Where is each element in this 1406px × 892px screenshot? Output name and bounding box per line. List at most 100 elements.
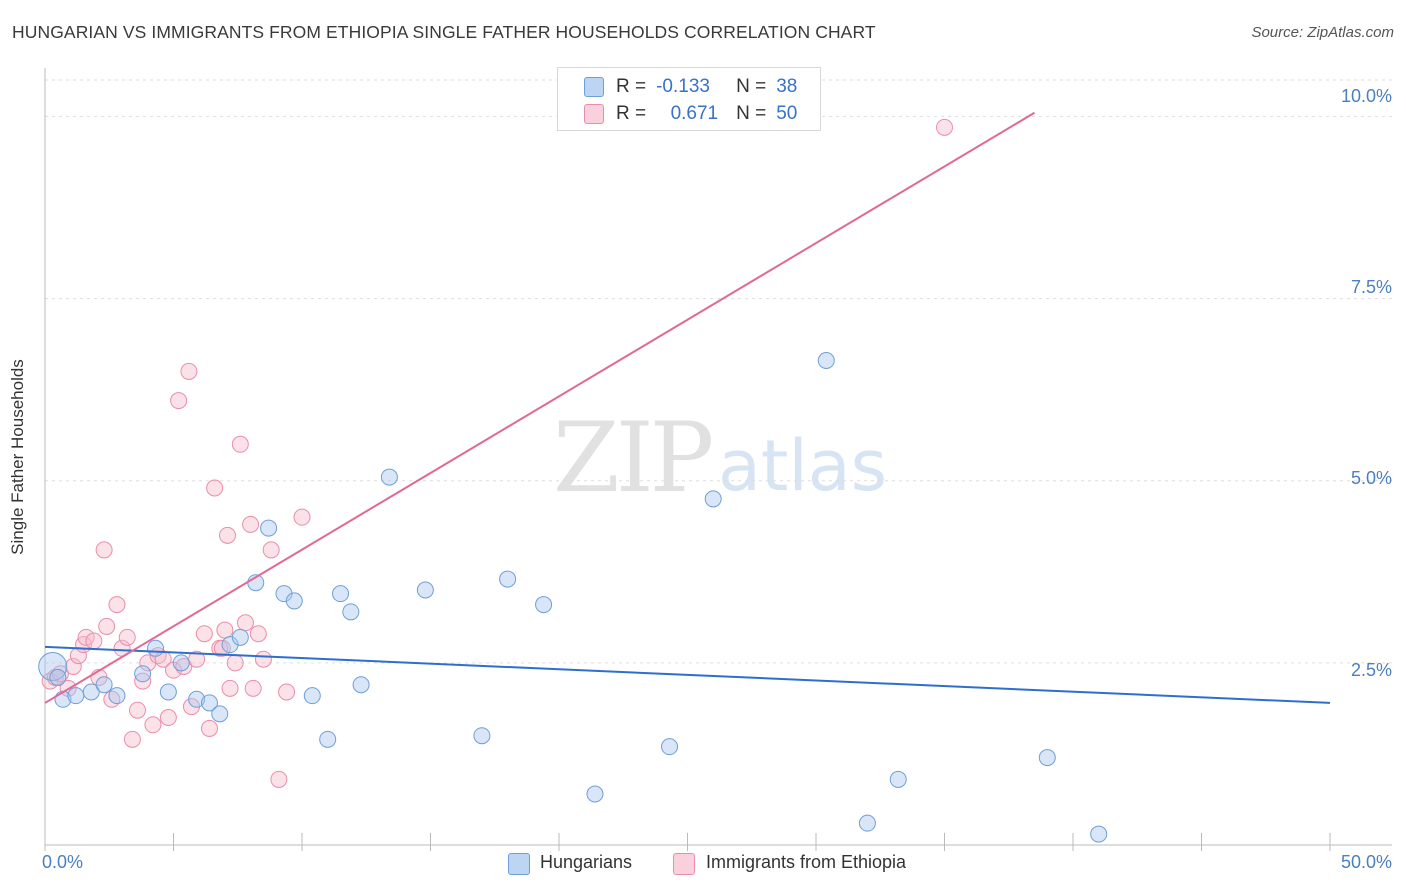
legend-row-hungarians: R = -0.133 N = 38: [584, 76, 798, 98]
hungarian-point: [38, 652, 68, 681]
bottom-legend-hungarians: Hungarians: [540, 852, 633, 872]
ethiopia-point: [129, 701, 147, 719]
ethiopia-point: [216, 621, 234, 639]
legend-row-ethiopia: R = 0.671 N = 50: [584, 103, 798, 125]
legend-n-label: N =: [736, 76, 767, 97]
hungarian-point: [319, 730, 337, 748]
ethiopia-point: [200, 719, 218, 737]
ethiopia-point: [95, 541, 113, 559]
ethiopia-point: [170, 392, 188, 410]
hungarian-point: [499, 570, 517, 588]
watermark-atlas: atlas: [718, 425, 888, 507]
hungarian-point: [416, 581, 434, 599]
x-tick-label: 0.0%: [42, 852, 84, 872]
ethiopia-point: [221, 679, 239, 697]
hungarian-point: [260, 519, 278, 537]
y-tick-label: 7.5%: [1350, 277, 1392, 297]
ethiopia-point: [244, 679, 262, 697]
hungarian-point: [473, 727, 491, 745]
bottom-legend-swatch-hungarians: [508, 853, 530, 875]
legend: R = -0.133 N = 38 R = 0.671 N = 50: [557, 67, 821, 131]
ethiopia-point: [159, 709, 177, 726]
y-tick-label: 10.0%: [1340, 86, 1392, 106]
hungarian-point: [535, 596, 553, 614]
legend-swatch-hungarians: [584, 77, 604, 97]
hungarian-point: [231, 628, 249, 646]
hungarian-point: [380, 468, 398, 486]
bottom-legend-swatch-ethiopia: [673, 853, 695, 875]
legend-r-value: 0.671: [670, 103, 719, 124]
hungarian-point: [49, 668, 67, 686]
ethiopia-point: [218, 526, 236, 544]
trend-lines: [44, 111, 1331, 704]
ethiopia-point: [293, 508, 311, 526]
ethiopia-point: [123, 730, 141, 748]
legend-r-value: -0.133: [656, 76, 710, 97]
legend-n-label: N =: [736, 103, 767, 124]
bottom-legend-ethiopia: Immigrants from Ethiopia: [706, 852, 907, 872]
hungarian-point: [82, 683, 100, 701]
legend-swatch-ethiopia: [584, 104, 604, 124]
legend-r-label: R =: [616, 76, 647, 97]
hungarian-point: [159, 683, 177, 701]
ethiopia-point: [226, 654, 244, 672]
ethiopia-point: [206, 479, 224, 497]
ethiopia-point: [254, 650, 272, 668]
legend-n-value: 50: [776, 103, 798, 124]
hungarian-point: [285, 592, 303, 610]
hungarian-point: [342, 603, 360, 621]
ethiopia-points: [41, 118, 953, 788]
axes: [44, 68, 1392, 851]
hungarian-point: [172, 654, 190, 672]
hungarian-point: [704, 490, 722, 508]
legend-r-label: R =: [616, 103, 647, 124]
ethiopia-point: [242, 515, 260, 533]
ethiopia-point: [118, 628, 136, 646]
ethiopia-point: [195, 625, 213, 643]
hungarian-point: [95, 676, 113, 694]
watermark-zip: ZIP: [553, 402, 714, 514]
hungarian-point: [661, 738, 679, 756]
hungarian-point: [817, 352, 835, 369]
ethiopia-point: [249, 625, 267, 643]
hungarian-point: [200, 694, 218, 712]
hungarian-point: [67, 687, 85, 705]
hungarian-point: [1090, 825, 1108, 843]
y-tick-label: 2.5%: [1350, 660, 1392, 680]
hungarian-point: [211, 705, 229, 723]
ethiopia-point: [236, 614, 254, 632]
ethiopia-point: [134, 672, 152, 690]
hungarian-point: [352, 676, 370, 694]
y-tick-label: 5.0%: [1350, 468, 1392, 488]
ethiopia-point: [108, 596, 126, 614]
source-label: Source: ZipAtlas.com: [1251, 24, 1394, 41]
ethiopia-point: [278, 683, 296, 701]
hungarian-point: [108, 687, 126, 705]
hungarian-point: [134, 665, 152, 683]
hungarian-point: [188, 690, 206, 708]
hungarian-point: [303, 687, 321, 705]
ethiopia-point: [85, 632, 103, 650]
grid-lines: [45, 79, 1392, 664]
hungarian-point: [1038, 749, 1056, 767]
ethiopia-trend-line: [44, 111, 1035, 704]
ethiopia-point: [64, 658, 82, 675]
ethiopia-point: [180, 362, 198, 380]
ethiopia-point: [936, 118, 953, 136]
hungarian-point: [147, 639, 165, 657]
ethiopia-point: [262, 541, 280, 559]
hungarian-point: [586, 785, 604, 803]
ethiopia-point: [98, 617, 116, 635]
ethiopia-point: [231, 435, 249, 453]
hungarian-point: [858, 814, 876, 832]
legend-n-value: 38: [776, 76, 798, 97]
ethiopia-point: [144, 716, 162, 734]
x-tick-label: 50.0%: [1340, 852, 1392, 872]
hungarian-points: [38, 352, 1108, 843]
y-axis-label: Single Father Households: [8, 359, 27, 555]
hungarian-trend-line: [44, 645, 1331, 704]
chart-title: HUNGARIAN VS IMMIGRANTS FROM ETHIOPIA SI…: [12, 22, 876, 42]
ethiopia-point: [270, 770, 288, 788]
hungarian-point: [889, 770, 907, 788]
